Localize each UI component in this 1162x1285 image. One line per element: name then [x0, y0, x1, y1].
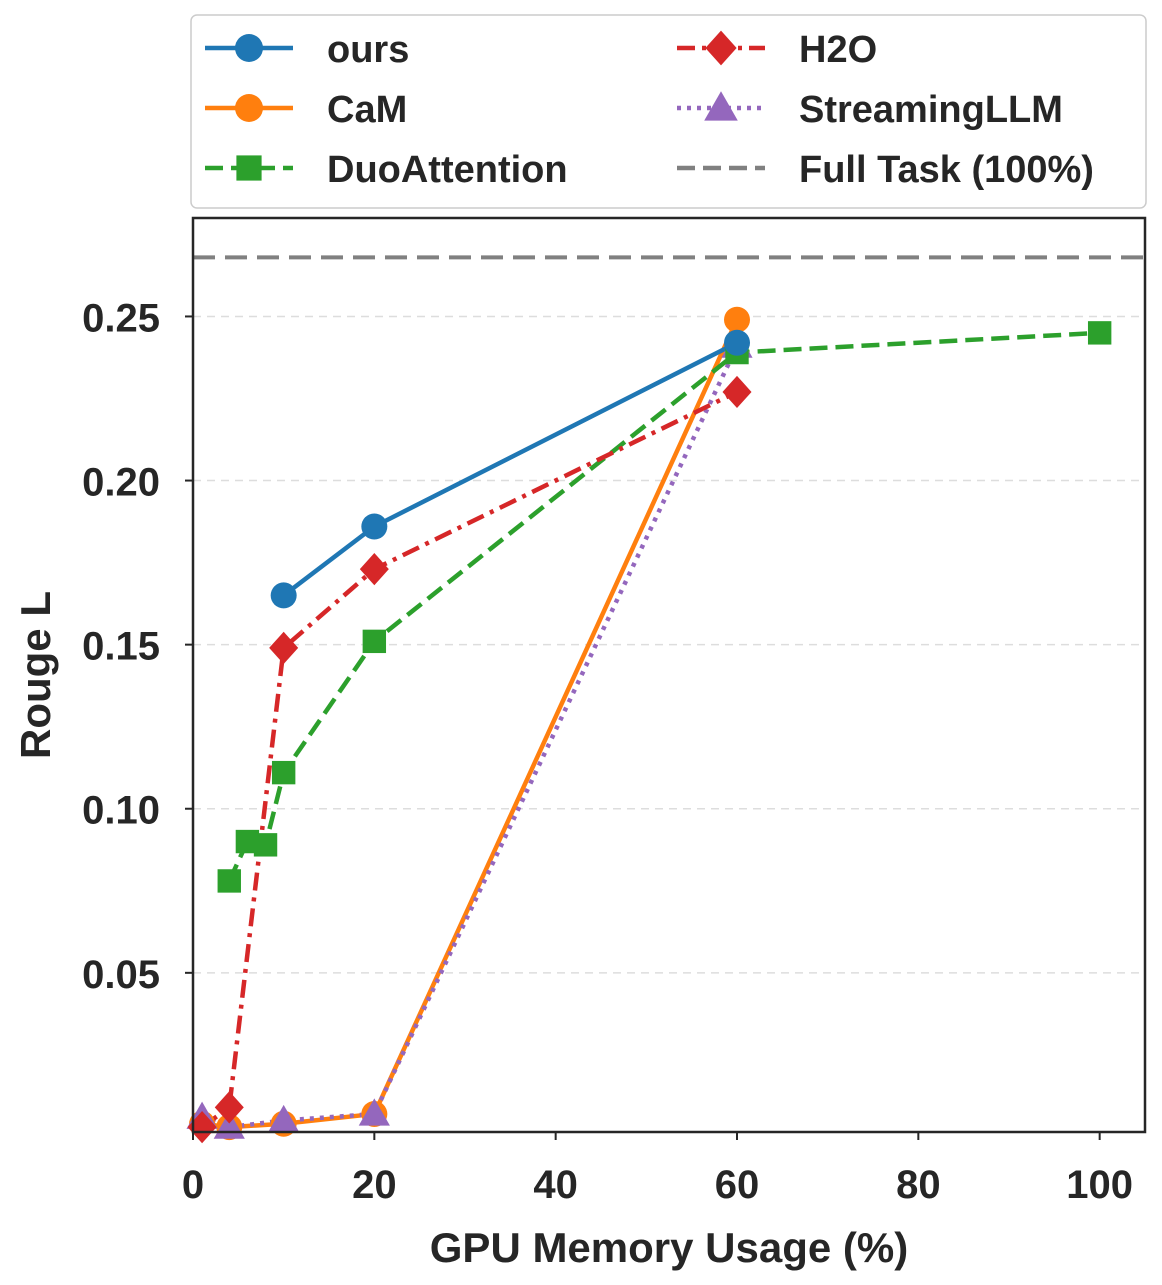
legend-marker-cam — [235, 94, 263, 122]
data-point-h2o — [269, 631, 299, 665]
y-tick-label: 0.05 — [82, 953, 160, 997]
x-axis-ticks: 0 20 40 60 80 100 — [182, 1132, 1133, 1207]
data-point-ours — [361, 513, 388, 540]
x-tick-label: 40 — [533, 1163, 578, 1207]
legend-marker-h2o — [705, 30, 737, 66]
legend: ours CaM DuoAttention H2O StreamingLLM Full T… — [190, 14, 1147, 209]
x-axis-label: GPU Memory Usage (%) — [430, 1224, 908, 1271]
data-point-cam — [724, 306, 750, 333]
legend-label-duoattention: DuoAttention — [327, 149, 568, 191]
data-point-duoattention — [217, 869, 241, 893]
data-point-h2o — [359, 553, 389, 586]
data-point-duoattention — [271, 760, 296, 785]
legend-items: ours CaM DuoAttention H2O StreamingLLM Full T… — [205, 29, 1094, 191]
y-tick-label: 0.25 — [82, 296, 160, 340]
y-tick-label: 0.15 — [82, 625, 160, 669]
legend-marker-streamingllm — [704, 91, 738, 121]
y-tick-label: 0.20 — [82, 461, 160, 505]
plot-area — [186, 216, 1147, 1144]
data-point-h2o — [187, 1110, 217, 1144]
series-markers — [186, 306, 1112, 1144]
legend-marker-ours — [235, 34, 263, 62]
x-tick-label: 60 — [715, 1163, 760, 1207]
legend-label-ours: ours — [327, 29, 409, 71]
legend-label-cam: CaM — [327, 89, 407, 131]
data-point-ours — [270, 582, 297, 609]
data-point-duoattention — [235, 829, 260, 854]
legend-label-full-task-100-: Full Task (100%) — [799, 149, 1094, 191]
x-tick-label: 100 — [1066, 1163, 1133, 1207]
x-tick-label: 80 — [896, 1163, 941, 1207]
data-point-duoattention — [362, 629, 387, 654]
y-axis-label: Rouge L — [12, 591, 59, 759]
legend-label-h2o: H2O — [799, 29, 877, 71]
x-tick-label: 0 — [182, 1163, 204, 1207]
plot-frame — [191, 216, 1147, 1134]
plot-background — [193, 218, 1145, 1132]
data-point-duoattention — [1087, 321, 1112, 345]
y-axis-ticks: 0.05 0.10 0.15 0.20 0.25 — [82, 296, 193, 997]
x-tick-label: 20 — [352, 1163, 397, 1207]
data-point-h2o — [722, 375, 752, 409]
y-tick-label: 0.10 — [82, 789, 160, 833]
data-point-h2o — [214, 1091, 244, 1124]
data-point-streamingllm — [358, 1098, 390, 1126]
legend-marker-duoattention — [236, 155, 262, 181]
data-point-streamingllm — [268, 1104, 300, 1133]
legend-label-streamingllm: StreamingLLM — [799, 89, 1063, 131]
data-point-ours — [724, 329, 750, 356]
legend-frame — [190, 14, 1147, 209]
grid — [193, 315, 1145, 974]
data-point-duoattention — [253, 833, 278, 857]
